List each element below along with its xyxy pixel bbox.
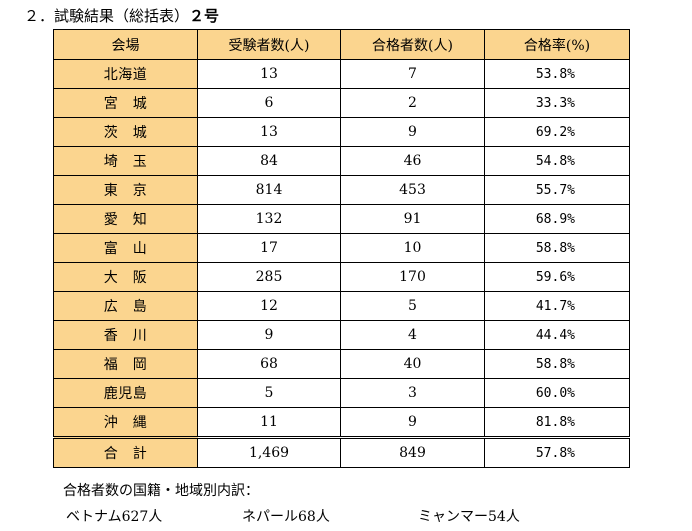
total-row: 合 計 1,469 849 57.8% (53, 436, 630, 468)
breakdown-item-nepal: ネパール68人 (242, 509, 330, 525)
cell-passers: 40 (340, 349, 485, 379)
cell-pass-rate: 58.8% (484, 349, 630, 379)
cell-pass-rate: 58.8% (484, 233, 630, 263)
total-label: 合 計 (53, 436, 198, 468)
table-row: 沖 縄 11 9 81.8% (53, 407, 630, 438)
cell-passers: 46 (340, 146, 485, 176)
cell-venue: 大 阪 (53, 262, 198, 292)
cell-examinees: 12 (197, 291, 341, 321)
cell-pass-rate: 53.8% (484, 59, 630, 89)
cell-passers: 5 (340, 291, 485, 321)
total-pass-rate: 57.8% (484, 436, 630, 468)
cell-examinees: 5 (197, 378, 341, 408)
cell-examinees: 9 (197, 320, 341, 350)
cell-examinees: 11 (197, 407, 341, 438)
table-row: 大 阪 285 170 59.6% (53, 262, 630, 292)
cell-venue: 沖 縄 (53, 407, 198, 438)
breakdown-item-vietnam: ベトナム627人 (66, 509, 163, 525)
cell-pass-rate: 59.6% (484, 262, 630, 292)
cell-pass-rate: 55.7% (484, 175, 630, 205)
cell-passers: 91 (340, 204, 485, 234)
header-examinees: 受験者数(人) (197, 29, 341, 60)
cell-examinees: 17 (197, 233, 341, 263)
cell-pass-rate: 54.8% (484, 146, 630, 176)
table-row: 富 山 17 10 58.8% (53, 233, 630, 263)
cell-examinees: 814 (197, 175, 341, 205)
cell-passers: 2 (340, 88, 485, 118)
results-table: 会場 受験者数(人) 合格者数(人) 合格率(%) 北海道 13 7 53.8% 宮 城… (53, 29, 630, 468)
header-passers: 合格者数(人) (340, 29, 485, 60)
cell-venue: 広 島 (53, 291, 198, 321)
cell-passers: 7 (340, 59, 485, 89)
cell-venue: 香 川 (53, 320, 198, 350)
table-row: 宮 城 6 2 33.3% (53, 88, 630, 118)
cell-examinees: 13 (197, 117, 341, 147)
breakdown-title: 合格者数の国籍・地域別内訳： (63, 483, 259, 499)
total-examinees: 1,469 (197, 436, 341, 468)
table-row: 福 岡 68 40 58.8% (53, 349, 630, 379)
table-row: 愛 知 132 91 68.9% (53, 204, 630, 234)
cell-examinees: 68 (197, 349, 341, 379)
cell-venue: 茨 城 (53, 117, 198, 147)
table-row: 東 京 814 453 55.7% (53, 175, 630, 205)
cell-venue: 北海道 (53, 59, 198, 89)
cell-passers: 170 (340, 262, 485, 292)
section-heading: ２．試験結果（総括表）２号 (24, 6, 219, 26)
cell-passers: 10 (340, 233, 485, 263)
cell-examinees: 132 (197, 204, 341, 234)
cell-passers: 9 (340, 407, 485, 438)
header-venue: 会場 (53, 29, 198, 60)
cell-pass-rate: 41.7% (484, 291, 630, 321)
cell-venue: 福 岡 (53, 349, 198, 379)
cell-pass-rate: 33.3% (484, 88, 630, 118)
cell-venue: 宮 城 (53, 88, 198, 118)
table-row: 埼 玉 84 46 54.8% (53, 146, 630, 176)
cell-passers: 4 (340, 320, 485, 350)
cell-venue: 東 京 (53, 175, 198, 205)
heading-prefix: ２．試験結果（総括表） (24, 7, 190, 25)
header-pass-rate: 合格率(%) (484, 29, 630, 60)
table-row: 北海道 13 7 53.8% (53, 59, 630, 89)
header-row: 会場 受験者数(人) 合格者数(人) 合格率(%) (53, 29, 630, 60)
cell-examinees: 6 (197, 88, 341, 118)
cell-venue: 愛 知 (53, 204, 198, 234)
cell-pass-rate: 44.4% (484, 320, 630, 350)
total-passers: 849 (340, 436, 485, 468)
cell-examinees: 285 (197, 262, 341, 292)
cell-examinees: 84 (197, 146, 341, 176)
breakdown-item-myanmar: ミャンマー54人 (418, 509, 520, 525)
cell-venue: 埼 玉 (53, 146, 198, 176)
table-row: 広 島 12 5 41.7% (53, 291, 630, 321)
cell-passers: 9 (340, 117, 485, 147)
cell-pass-rate: 69.2% (484, 117, 630, 147)
table-row: 鹿児島 5 3 60.0% (53, 378, 630, 408)
cell-pass-rate: 60.0% (484, 378, 630, 408)
cell-pass-rate: 68.9% (484, 204, 630, 234)
cell-venue: 鹿児島 (53, 378, 198, 408)
cell-passers: 3 (340, 378, 485, 408)
table-row: 茨 城 13 9 69.2% (53, 117, 630, 147)
cell-venue: 富 山 (53, 233, 198, 263)
heading-number: ２号 (189, 7, 220, 25)
table-row: 香 川 9 4 44.4% (53, 320, 630, 350)
cell-pass-rate: 81.8% (484, 407, 630, 438)
cell-examinees: 13 (197, 59, 341, 89)
cell-passers: 453 (340, 175, 485, 205)
